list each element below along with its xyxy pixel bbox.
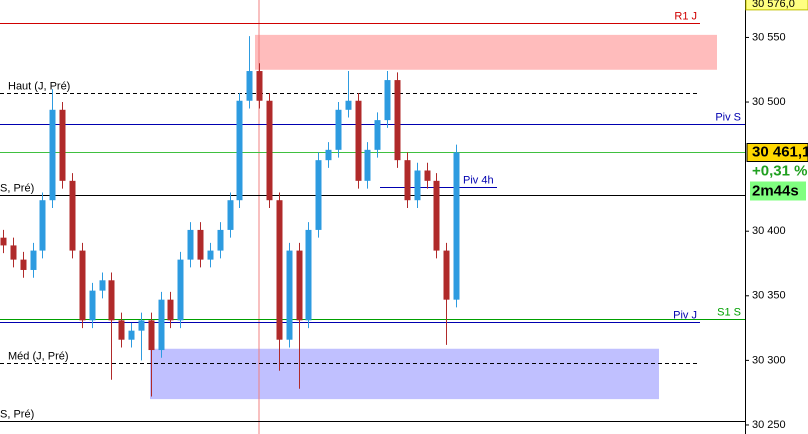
candle-body (39, 200, 46, 251)
level-label: S, Pré) (0, 408, 34, 420)
change-label: +0,31 % (752, 162, 807, 179)
y-tick-label: 30 250 (752, 419, 786, 431)
top-price-label: 30 576,0 (752, 0, 795, 10)
candle-body (256, 71, 263, 101)
level-label: Piv J (673, 309, 697, 321)
candle-body (10, 245, 17, 260)
candle-body (89, 290, 96, 321)
candle-body (59, 109, 66, 181)
candle-body (118, 320, 125, 340)
level-label: Piv S (715, 111, 741, 123)
candle-body (276, 200, 283, 340)
candle-body (355, 100, 362, 181)
candle-body (158, 299, 165, 351)
candle-body (207, 250, 214, 260)
candle-body (167, 299, 174, 321)
candle-body (187, 229, 194, 260)
candle-body (108, 280, 115, 321)
candle-body (128, 330, 135, 340)
candle-body (99, 280, 106, 291)
timer-box (750, 181, 806, 201)
candle-body (49, 109, 56, 201)
candle-body (138, 320, 145, 331)
axis-labels: 30 550 30 500 30 400 30 350 30 300 30 250 30 5… (745, 0, 808, 431)
candle-body (374, 120, 381, 150)
top-price-box (745, 0, 808, 11)
zone (255, 34, 717, 70)
candle-body (433, 180, 440, 251)
candle-body (148, 320, 155, 351)
candle-body (177, 259, 184, 321)
price-box (746, 143, 808, 162)
y-tick-label: 30 350 (752, 290, 786, 302)
candle-body (394, 80, 401, 161)
candle-body (443, 250, 450, 300)
zone (150, 348, 659, 400)
candle-body (364, 149, 371, 181)
candle-body (30, 250, 37, 270)
y-tick-label: 30 400 (752, 225, 786, 237)
candle-body (236, 100, 243, 201)
candle-body (0, 237, 7, 246)
candle-body (404, 160, 411, 201)
candle-body (20, 259, 27, 270)
candle-body (217, 229, 224, 251)
candle-body (325, 149, 332, 161)
zones (150, 34, 717, 400)
y-tick-label: 30 500 (752, 96, 786, 108)
level-label: Piv 4h (463, 174, 494, 186)
level-label: S, Pré) (0, 182, 34, 194)
y-tick-label: 30 300 (752, 354, 786, 366)
candle-body (384, 80, 391, 121)
candle-body (246, 71, 253, 101)
candle-body (414, 170, 421, 201)
candle-body (69, 180, 76, 251)
y-tick-label: 30 550 (752, 31, 786, 43)
candle-body (424, 170, 431, 181)
candle-body (345, 100, 352, 110)
change-box (747, 162, 808, 181)
levels: R1 J Haut (J, Pré) Piv S Piv 4h S, Pré) S1 S P… (0, 10, 745, 422)
candle-body (335, 109, 342, 150)
candle-body (453, 152, 460, 300)
price-label: 30 461,1 (752, 143, 808, 160)
candle-body (197, 229, 204, 260)
level-label: R1 J (674, 10, 697, 22)
candle-body (227, 200, 234, 230)
candle-body (296, 250, 303, 321)
candle-body (266, 100, 273, 201)
candle-body (286, 250, 293, 340)
level-label: S1 S (717, 306, 741, 318)
candle-body (305, 229, 312, 321)
level-label: Haut (J, Pré) (8, 80, 70, 92)
candle-body (79, 250, 86, 321)
candles (0, 36, 460, 397)
candle-body (315, 160, 322, 230)
timer-label: 2m44s (752, 182, 799, 199)
level-label: Méd (J, Pré) (8, 350, 69, 362)
